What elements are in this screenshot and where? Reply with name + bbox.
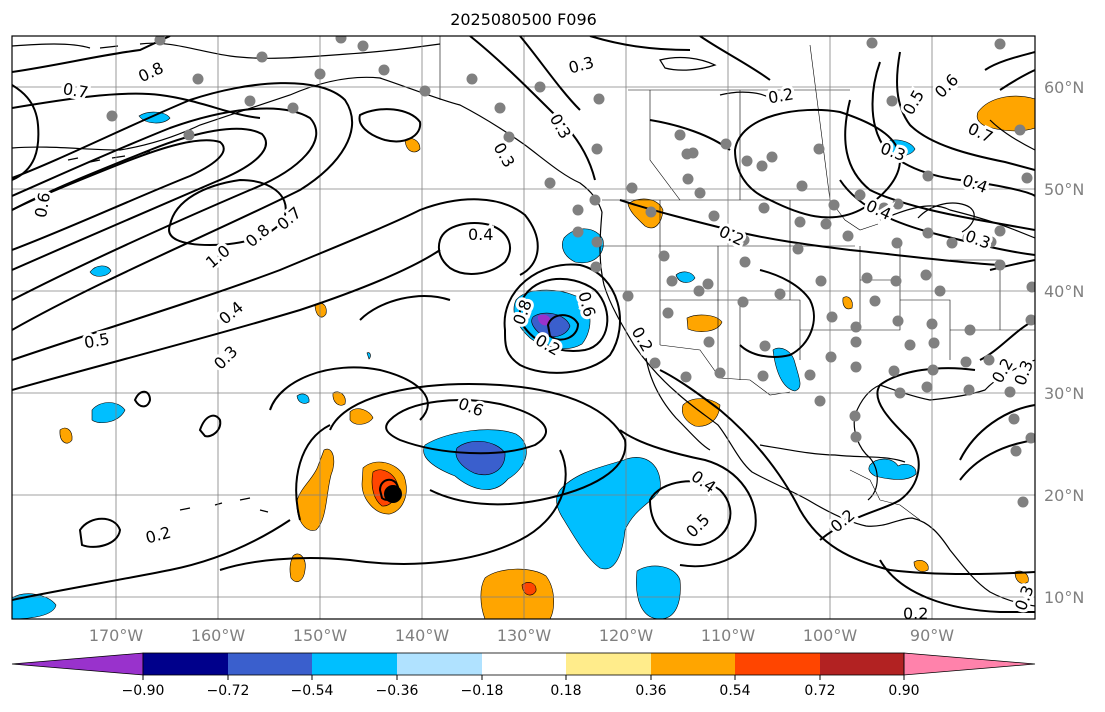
colorbar-extend-right bbox=[903, 652, 1036, 676]
colorbar-segment bbox=[228, 653, 312, 675]
colorbar-segment bbox=[397, 653, 482, 675]
colorbar-tick-label: 0.90 bbox=[888, 683, 920, 699]
lat-label-10n: 10°N bbox=[1044, 588, 1085, 607]
contour-lines bbox=[12, 36, 1035, 613]
lat-label-40n: 40°N bbox=[1044, 282, 1085, 301]
colorbar-segment bbox=[482, 653, 566, 675]
map-frame bbox=[11, 35, 1036, 620]
lon-label-100w: 100°W bbox=[802, 626, 858, 645]
lon-label-140w: 140°W bbox=[394, 626, 450, 645]
map-title: 2025080500 F096 bbox=[450, 10, 597, 29]
colorbar-segment bbox=[735, 653, 820, 675]
colorbar-tick-label: 0.18 bbox=[550, 683, 582, 699]
lon-label-150w: 150°W bbox=[292, 626, 348, 645]
colorbar-tick-label: −0.72 bbox=[206, 683, 250, 699]
borders bbox=[439, 36, 1035, 521]
colorbar-segment bbox=[820, 653, 904, 675]
graticule bbox=[12, 36, 1035, 619]
lon-label-110w: 110°W bbox=[700, 626, 756, 645]
colorbar-segment bbox=[312, 653, 397, 675]
contour-label: 0.2 bbox=[903, 604, 928, 623]
colorbar bbox=[11, 652, 1036, 680]
colorbar-tick-label: 0.36 bbox=[635, 683, 667, 699]
lon-label-130w: 130°W bbox=[496, 626, 552, 645]
colorbar-tick-label: 0.54 bbox=[719, 683, 751, 699]
colorbar-segment bbox=[566, 653, 651, 675]
contour-label: 0.4 bbox=[468, 225, 493, 244]
lat-label-50n: 50°N bbox=[1044, 180, 1085, 199]
colorbar-tick-label: −0.54 bbox=[290, 683, 334, 699]
colorbar-segment bbox=[651, 653, 735, 675]
lat-label-60n: 60°N bbox=[1044, 78, 1085, 97]
coastlines bbox=[12, 42, 1035, 607]
colorbar-tick-label: 0.72 bbox=[804, 683, 836, 699]
colorbar-segment bbox=[143, 653, 228, 675]
lat-label-30n: 30°N bbox=[1044, 384, 1085, 403]
contour-lines-center bbox=[378, 478, 402, 503]
colorbar-tick-label: −0.18 bbox=[460, 683, 504, 699]
colorbar-tick-label: −0.36 bbox=[375, 683, 419, 699]
lon-label-90w: 90°W bbox=[909, 626, 955, 645]
lon-label-120w: 120°W bbox=[598, 626, 654, 645]
colorbar-tick-label: −0.90 bbox=[121, 683, 165, 699]
station-dots bbox=[106, 36, 1035, 508]
lon-label-170w: 170°W bbox=[88, 626, 144, 645]
lon-label-160w: 160°W bbox=[190, 626, 246, 645]
colorbar-extend-left bbox=[11, 652, 144, 676]
shaded-regions bbox=[12, 95, 1035, 619]
lat-label-20n: 20°N bbox=[1044, 486, 1085, 505]
